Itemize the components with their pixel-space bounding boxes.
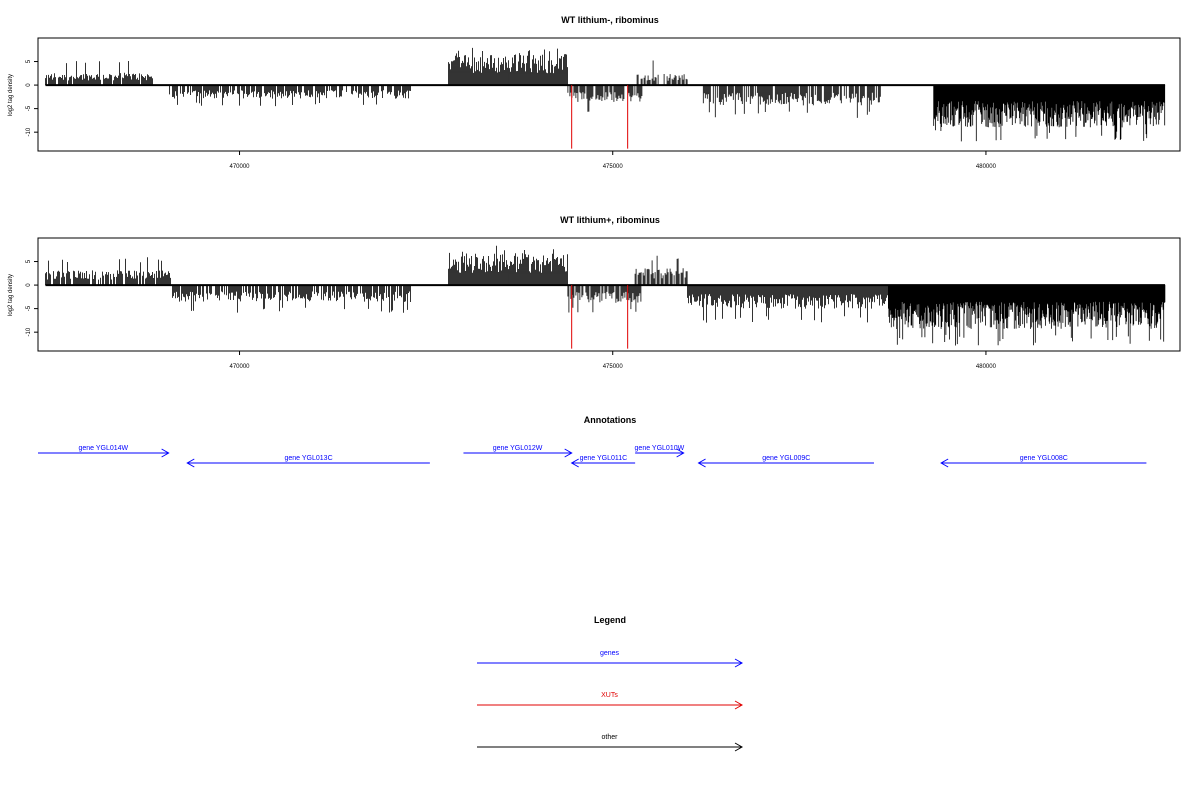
density-bars — [45, 245, 1166, 346]
density-bar-series — [45, 245, 1166, 346]
y-axis-label: log2 tag density — [8, 274, 14, 316]
plot-frame — [37, 37, 1181, 152]
y-axis-label: log2 tag density — [8, 74, 14, 116]
gene-arrow[interactable]: gene YGL014W — [38, 445, 170, 458]
gene-arrow[interactable]: gene YGL010W — [635, 445, 685, 458]
y-tick-label: -5 — [26, 305, 32, 311]
y-tick-label: 0 — [26, 283, 32, 287]
annotations-title: Annotations — [584, 415, 637, 425]
legend-label: other — [602, 734, 619, 741]
track-panel-lithium-minus: WT lithium-, ribominus log2 tag density … — [8, 15, 1181, 170]
x-tick-label: 470000 — [230, 364, 251, 370]
x-tick-label: 470000 — [230, 164, 251, 170]
legend-panel: Legend genes XUTs other — [477, 615, 744, 752]
legend-item-xuts: XUTs — [477, 692, 744, 710]
legend-item-genes: genes — [477, 650, 744, 668]
gene-arrow-head — [564, 448, 573, 458]
gene-arrow-head — [697, 458, 706, 468]
legend-arrow-head — [734, 658, 744, 668]
x-tick-label: 480000 — [976, 364, 997, 370]
panel-title: WT lithium+, ribominus — [560, 215, 660, 225]
legend-arrow-head — [734, 742, 744, 752]
y-tick-label: -10 — [26, 127, 32, 136]
gene-arrow[interactable]: gene YGL011C — [570, 455, 636, 468]
gene-label: gene YGL011C — [580, 455, 628, 462]
x-tick-label: 475000 — [603, 164, 624, 170]
gene-label: gene YGL008C — [1020, 455, 1068, 462]
y-tick-label: -5 — [26, 105, 32, 111]
gene-arrow[interactable]: gene YGL008C — [940, 455, 1147, 468]
gene-label: gene YGL014W — [78, 445, 128, 452]
gene-label: gene YGL012W — [493, 445, 543, 452]
gene-arrow-head — [186, 458, 195, 468]
x-tick-label: 480000 — [976, 164, 997, 170]
axis-ticks: 5 0 -5 -10 470000 475000 480000 — [26, 59, 997, 170]
xut-markers — [571, 285, 629, 349]
density-bars — [45, 47, 1166, 142]
legend-items: genes XUTs other — [477, 650, 744, 752]
legend-item-other: other — [477, 734, 744, 752]
gene-arrow[interactable]: gene YGL009C — [697, 455, 874, 468]
gene-arrow-head — [940, 458, 949, 468]
legend-label: genes — [600, 650, 620, 657]
panel-title: WT lithium-, ribominus — [561, 15, 659, 25]
gene-label: gene YGL010W — [635, 445, 685, 452]
x-tick-label: 475000 — [603, 364, 624, 370]
legend-arrow-head — [734, 700, 744, 710]
legend-label: XUTs — [601, 692, 618, 699]
gene-arrow[interactable]: gene YGL012W — [463, 445, 573, 458]
xut-markers — [571, 85, 629, 149]
gene-label: gene YGL009C — [762, 455, 810, 462]
gene-arrow-head — [161, 448, 170, 458]
y-tick-label: 5 — [26, 259, 32, 263]
density-bar-series — [45, 47, 1166, 142]
y-tick-label: 5 — [26, 59, 32, 63]
gene-arrow-head — [676, 448, 685, 458]
gene-label: gene YGL013C — [285, 455, 333, 462]
gene-annotations: gene YGL014W gene YGL013C gene YGL012W gene… — [38, 445, 1147, 468]
legend-title: Legend — [594, 615, 626, 625]
plot-frame — [37, 237, 1181, 352]
y-tick-label: 0 — [26, 83, 32, 87]
track-panel-lithium-plus: WT lithium+, ribominus log2 tag density … — [8, 215, 1181, 370]
gene-arrow-head — [570, 458, 579, 468]
axis-ticks: 5 0 -5 -10 470000 475000 480000 — [26, 259, 997, 370]
gene-arrow[interactable]: gene YGL013C — [186, 455, 430, 468]
y-tick-label: -10 — [26, 327, 32, 336]
